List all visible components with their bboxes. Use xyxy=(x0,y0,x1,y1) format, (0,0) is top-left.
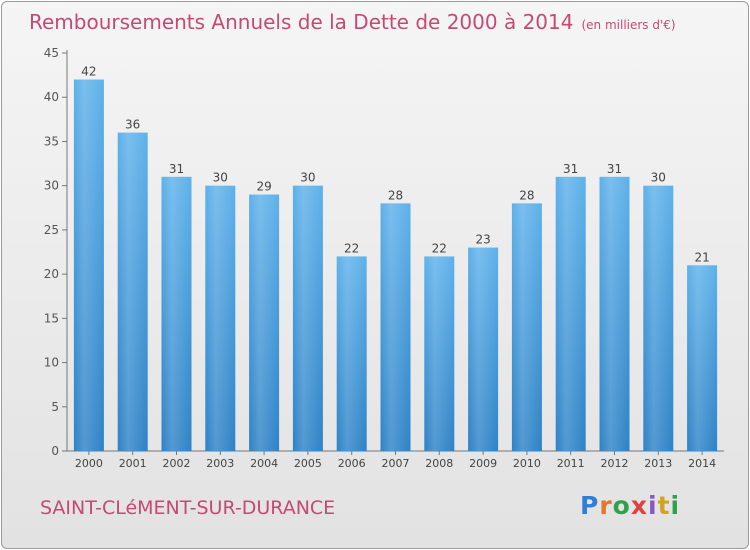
y-tick-label: 10 xyxy=(44,356,59,370)
bar-value-label: 30 xyxy=(651,171,666,185)
bar-highlight xyxy=(249,194,280,451)
bar-highlight xyxy=(380,203,411,451)
bar-highlight xyxy=(599,176,630,452)
x-tick-label: 2001 xyxy=(119,457,147,470)
x-tick-label: 2011 xyxy=(557,457,585,470)
bar-highlight xyxy=(468,247,499,451)
y-tick-label: 30 xyxy=(44,179,59,193)
x-tick-label: 2000 xyxy=(75,457,103,470)
x-tick-label: 2014 xyxy=(688,457,716,470)
bar-highlight xyxy=(292,185,323,451)
bar-highlight xyxy=(161,176,192,452)
chart-title-text: Remboursements Annuels de la Dette de 20… xyxy=(29,10,574,34)
y-tick-label: 40 xyxy=(44,90,59,104)
bar-value-label: 31 xyxy=(563,162,578,176)
y-tick-label: 45 xyxy=(44,46,59,60)
logo-letter: x xyxy=(630,491,648,520)
bar-value-label: 31 xyxy=(607,162,622,176)
bar-highlight xyxy=(73,79,104,452)
bar-highlight xyxy=(117,132,148,451)
logo-letter: o xyxy=(612,491,631,520)
bar-highlight xyxy=(687,265,718,451)
logo-letter: i xyxy=(648,491,658,520)
x-tick-label: 2013 xyxy=(644,457,672,470)
bar-highlight xyxy=(555,176,586,452)
bar-value-label: 30 xyxy=(300,171,315,185)
x-tick-label: 2008 xyxy=(425,457,453,470)
logo-letter: t xyxy=(657,491,671,520)
y-tick-label: 35 xyxy=(44,134,59,148)
logo-letter: i xyxy=(670,491,681,520)
bar-highlight xyxy=(205,185,236,451)
bar-value-label: 22 xyxy=(432,241,447,255)
bar-value-label: 30 xyxy=(213,171,228,185)
bar-value-label: 31 xyxy=(169,162,184,176)
x-tick-label: 2012 xyxy=(601,457,629,470)
x-tick-label: 2006 xyxy=(338,457,366,470)
x-tick-label: 2003 xyxy=(206,457,234,470)
chart-axes: 0 5 10 15 20 25 30 35 40 45 2000 2001 2002 2003 2004 20… xyxy=(44,46,724,470)
city-name: SAINT-CLéMENT-SUR-DURANCE xyxy=(40,497,336,519)
bar-value-label: 36 xyxy=(125,118,140,132)
y-tick-label: 25 xyxy=(44,223,59,237)
y-tick-label: 15 xyxy=(44,311,59,325)
x-tick-label: 2007 xyxy=(382,457,410,470)
y-tick-label: 20 xyxy=(44,267,59,281)
bar-value-label: 22 xyxy=(344,241,359,255)
x-tick-label: 2009 xyxy=(469,457,497,470)
proxiti-logo: Proxiti xyxy=(580,491,680,520)
bar-value-label: 42 xyxy=(81,65,96,79)
x-tick-label: 2002 xyxy=(163,457,191,470)
bar-highlight xyxy=(336,256,367,451)
y-tick-label: 5 xyxy=(51,400,59,414)
bar-highlight xyxy=(424,256,455,451)
bar-highlight xyxy=(643,185,674,451)
logo-letter: r xyxy=(599,491,613,520)
logo-letter: P xyxy=(580,491,600,520)
chart-unit: (en milliers d'€) xyxy=(581,18,676,32)
chart-bars: 42 36 31 30 29 30 22 28 22 23 28 31 31 30 21 xyxy=(73,65,718,452)
x-tick-label: 2010 xyxy=(513,457,541,470)
chart-title: Remboursements Annuels de la Dette de 20… xyxy=(29,10,676,34)
bar-value-label: 28 xyxy=(519,188,534,202)
x-tick-label: 2005 xyxy=(294,457,322,470)
bar-value-label: 21 xyxy=(694,250,709,264)
x-tick-label: 2004 xyxy=(250,457,278,470)
bar-value-label: 29 xyxy=(256,180,271,194)
y-tick-label: 0 xyxy=(51,444,59,458)
bar-value-label: 28 xyxy=(388,188,403,202)
bar-value-label: 23 xyxy=(475,233,490,247)
bar-highlight xyxy=(511,203,542,451)
